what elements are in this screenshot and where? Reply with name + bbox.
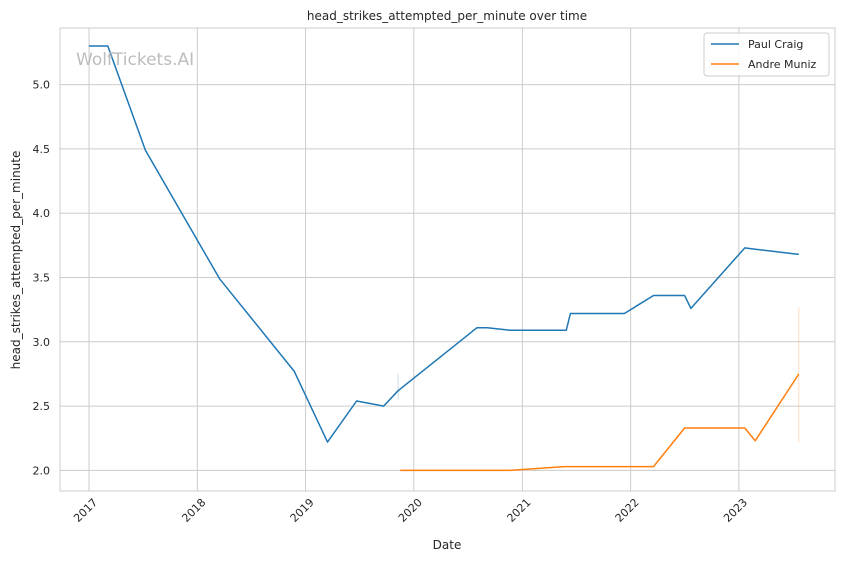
series-line-andre-muniz xyxy=(400,373,800,472)
y-tick-label: 4.5 xyxy=(33,143,51,156)
y-axis-label: head_strikes_attempted_per_minute xyxy=(9,151,23,370)
series-lines xyxy=(88,45,800,472)
y-tick-label: 3.0 xyxy=(33,336,51,349)
plot-frame xyxy=(59,27,836,492)
legend-label-paul-craig: Paul Craig xyxy=(748,38,803,51)
series-line-paul-craig xyxy=(88,45,799,443)
y-tick-label: 2.5 xyxy=(33,400,51,413)
y-tick-label: 5.0 xyxy=(33,79,51,92)
y-tick-label: 3.5 xyxy=(33,272,51,285)
legend: Paul Craig Andre Muniz xyxy=(703,32,830,77)
chart-title: head_strikes_attempted_per_minute over t… xyxy=(307,9,587,23)
watermark: WolfTickets.AI xyxy=(76,50,194,70)
y-axis-ticks: 2.0 2.5 3.0 3.5 4.0 4.5 5.0 xyxy=(33,79,51,478)
y-tick-label: 2.0 xyxy=(33,464,51,477)
y-tick-label: 4.0 xyxy=(33,207,51,220)
x-axis-label: Date xyxy=(433,538,462,552)
legend-label-andre-muniz: Andre Muniz xyxy=(748,58,817,71)
grid xyxy=(60,28,835,491)
